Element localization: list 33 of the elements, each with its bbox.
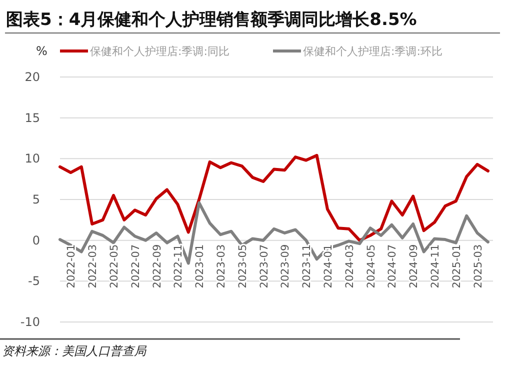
x-tick-label: 2024-11 <box>430 244 442 288</box>
x-tick-label: 2024-03 <box>344 244 356 288</box>
y-tick-label: 15 <box>24 110 40 125</box>
y-tick-label: -5 <box>28 274 40 288</box>
x-tick-label: 2024-09 <box>408 244 420 288</box>
x-tick-label: 2025-03 <box>472 244 484 288</box>
line-series <box>58 154 490 242</box>
x-tick-label: 2023-01 <box>194 244 206 288</box>
x-tick-label: 2024-01 <box>322 244 334 288</box>
y-tick-label: 5 <box>32 192 40 206</box>
chart-title: 图表5：4月保健和个人护理销售额季调同比增长8.5% <box>6 10 417 30</box>
x-tick-label: 2022-07 <box>130 244 142 288</box>
y-tick-label: 10 <box>24 152 40 166</box>
y-axis-title: % <box>36 44 48 58</box>
x-tick-label: 2023-03 <box>216 244 228 288</box>
x-tick-label: 2023-09 <box>280 244 292 288</box>
x-tick-label: 2023-11 <box>301 244 314 288</box>
text: 资料来源：美国人口普查局 <box>2 344 147 358</box>
x-tick-label: 2023-07 <box>258 244 270 288</box>
x-tick-label: 2024-07 <box>386 244 399 288</box>
x-tick-label: 2022-05 <box>108 244 120 288</box>
x-tick-label: 2022-03 <box>87 244 100 288</box>
x-tick-label: 2023-05 <box>236 244 249 288</box>
x-tick-label: 2022-11 <box>172 244 185 288</box>
x-tick-label: 2022-01 <box>66 244 78 288</box>
y-tick-label: 0 <box>32 233 40 248</box>
x-tick-label: 2022-09 <box>151 244 164 288</box>
x-tick-label: 2024-05 <box>365 244 378 288</box>
y-tick-label: 20 <box>24 70 40 84</box>
legend-label: 保健和个人护理店:季调:环比 <box>303 45 442 58</box>
y-tick-label: -10 <box>20 315 40 329</box>
legend-label: 保健和个人护理店:季调:同比 <box>90 45 230 58</box>
x-tick-label: 2025-01 <box>450 244 463 288</box>
